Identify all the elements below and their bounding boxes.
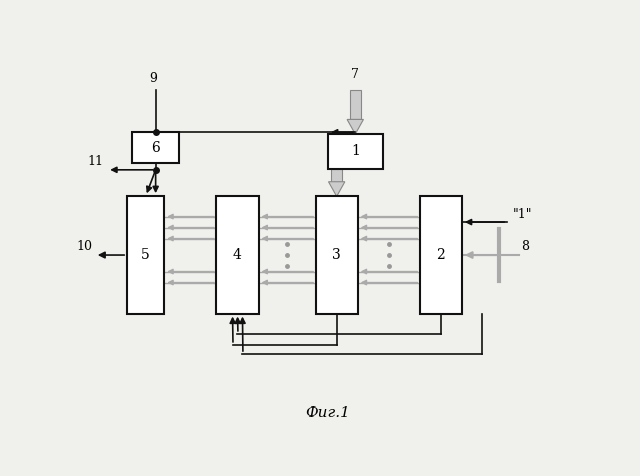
Text: 8: 8 [522,240,529,253]
Text: 3: 3 [332,248,341,262]
Text: 4: 4 [233,248,242,262]
Text: Фиг.1: Фиг.1 [305,406,351,420]
Text: 11: 11 [88,155,104,168]
Polygon shape [347,119,364,134]
Text: 2: 2 [436,248,445,262]
Bar [328,134,383,169]
Text: 9: 9 [149,71,157,85]
Polygon shape [328,182,345,197]
Bar [216,197,259,314]
Text: 1: 1 [351,145,360,159]
Text: "1": "1" [513,208,532,221]
Bar [332,169,342,182]
Text: 6: 6 [151,141,160,155]
Text: 10: 10 [76,240,92,253]
Bar [127,197,164,314]
Bar [420,197,462,314]
Text: 5: 5 [141,248,150,262]
Bar [132,132,179,163]
Text: 7: 7 [351,68,359,81]
Bar [350,90,361,119]
Bar [316,197,358,314]
